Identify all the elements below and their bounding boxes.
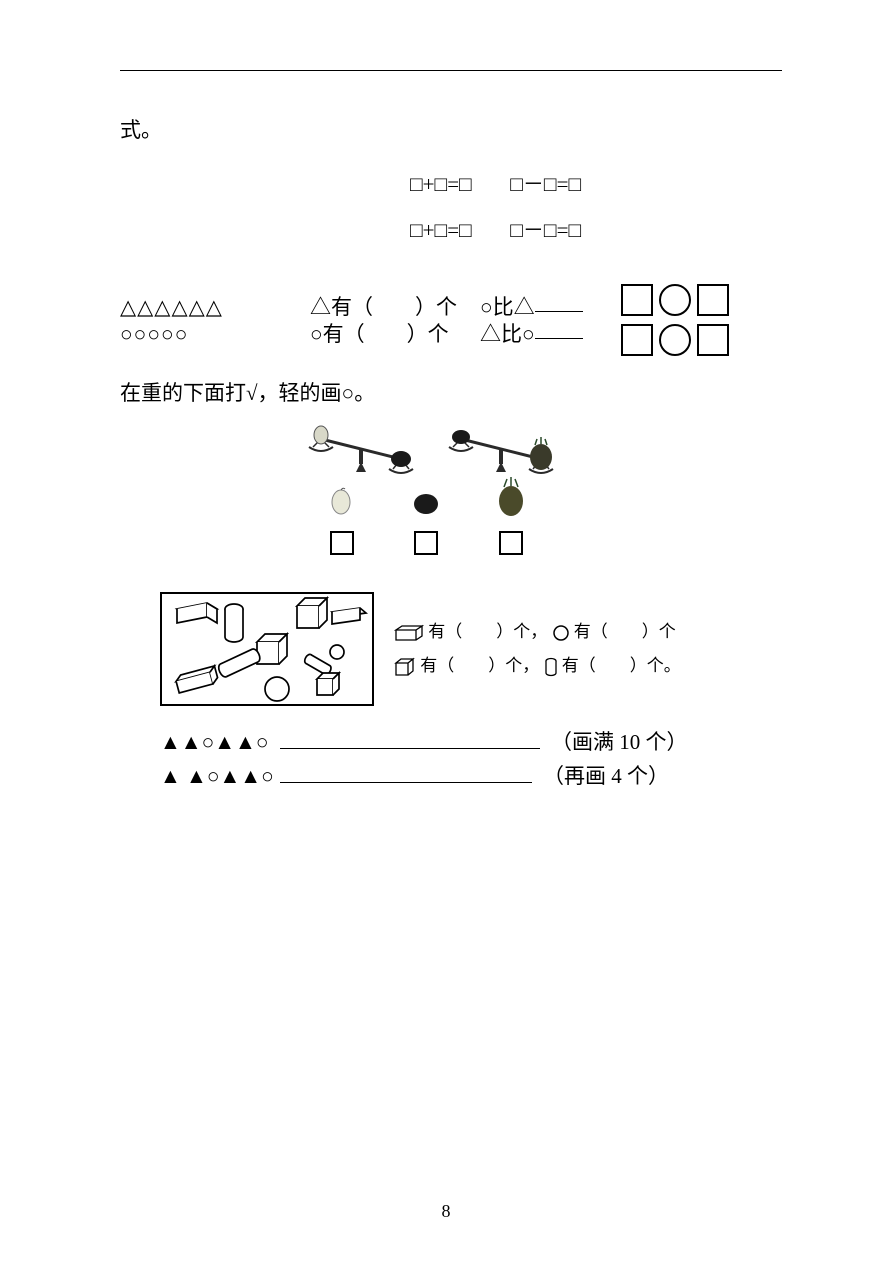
compare-1-prefix: ○比△ [480,295,535,319]
solids-row: 有（ ）个， 有（ ）个 有（ ）个， 有（ ）个。 [160,592,782,706]
triangle-count-blank[interactable]: △有（ ）个 [310,294,480,321]
eq-1-1[interactable]: □+□=□ [410,172,472,196]
compare-2-prefix: △比○ [480,322,535,346]
cylinder-icon [544,657,558,677]
weight-instruction: 在重的下面打√，轻的画○。 [120,377,782,407]
compare-1[interactable]: ○比△ [480,294,610,321]
cuboid-icon [394,624,424,642]
eq-2-1[interactable]: □+□=□ [410,218,472,242]
circle-count-blank[interactable]: ○有（ ）个 [310,321,480,348]
answer-grid-icon [620,283,740,359]
pattern-2-shapes: ▲ ▲○▲▲○ [160,764,274,788]
pattern-row-1[interactable]: ▲▲○▲▲○ （画满 10 个） [160,726,782,760]
cube-count-blank: 有（ ）个， [420,656,539,675]
equations-block: □+□=□ □－□=□ □+□=□ □－□=□ [410,161,782,253]
triangle-row: △△△△△△ [120,294,310,321]
page-number: 8 [0,1201,892,1222]
cylinder-count-blank: 有（ ）个。 [562,656,681,675]
pattern-2-note: （再画 4 个） [543,764,669,788]
circle-row: ○○○○○ [120,321,310,348]
pattern-1-note: （画满 10 个） [551,730,688,754]
top-rule [120,70,782,71]
sphere-count-blank: 有（ ）个 [574,622,676,641]
balance-block [271,417,631,572]
worksheet-page: 式。 □+□=□ □－□=□ □+□=□ □－□=□ △△△△△△ ○○○○○ … [0,0,892,1262]
solids-counts: 有（ ）个， 有（ ）个 有（ ）个， 有（ ）个。 [394,615,681,683]
solids-collection-icon [162,594,372,704]
solids-box [160,592,374,706]
eq-2-2[interactable]: □－□=□ [510,218,581,242]
answer-grid[interactable] [620,283,740,359]
sphere-icon [552,624,570,642]
eq-1-2[interactable]: □－□=□ [510,172,581,196]
pattern-1-shapes: ▲▲○▲▲○ [160,730,269,754]
cube-icon [394,657,416,677]
header-text: 式。 [120,111,782,151]
shapes-count-row: △△△△△△ ○○○○○ △有（ ）个 ○有（ ）个 ○比△ △比○ [120,283,782,359]
count-line-2[interactable]: 有（ ）个， 有（ ）个。 [394,649,681,683]
pattern-row-2[interactable]: ▲ ▲○▲▲○ （再画 4 个） [160,760,782,794]
balance-scales-icon [271,417,631,567]
compare-2[interactable]: △比○ [480,321,610,348]
count-line-1[interactable]: 有（ ）个， 有（ ）个 [394,615,681,649]
cuboid-count-blank: 有（ ）个， [428,622,547,641]
